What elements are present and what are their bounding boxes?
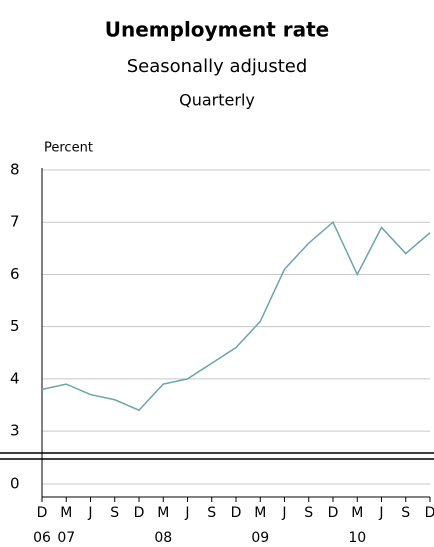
chart-subtitle: Seasonally adjusted	[127, 56, 308, 77]
y-axis-label: Percent	[44, 141, 93, 156]
x-tick-label: S	[401, 505, 410, 521]
x-tick-label: M	[60, 505, 72, 521]
x-tick-label: D	[425, 505, 434, 521]
y-tick-label: 6	[10, 265, 20, 283]
y-tick-label: 4	[10, 369, 20, 387]
x-tick-label: M	[157, 505, 169, 521]
x-tick-label: S	[110, 505, 119, 521]
x-tick-label: M	[351, 505, 363, 521]
x-tick-label: D	[231, 505, 242, 521]
x-tick-label: M	[254, 505, 266, 521]
year-label: 08	[154, 530, 172, 546]
x-tick-label: J	[184, 505, 189, 521]
y-tick-label: 8	[10, 161, 20, 179]
x-tick-label: D	[37, 505, 48, 521]
chart-title: Unemployment rate	[105, 18, 329, 42]
data-line	[41, 221, 431, 412]
y-tick-label: 7	[10, 213, 20, 231]
x-tick-label: D	[134, 505, 145, 521]
chart-frequency: Quarterly	[179, 91, 255, 110]
y-tick-label: 5	[10, 317, 20, 335]
y-tick-label: 0	[10, 475, 20, 493]
x-tick-label: S	[207, 505, 216, 521]
x-tick-label: J	[281, 505, 286, 521]
x-tick-label: S	[304, 505, 313, 521]
x-tick-label: J	[87, 505, 92, 521]
year-label: 10	[348, 530, 366, 546]
year-label: 07	[57, 530, 75, 546]
y-tick-label: 3	[10, 422, 20, 440]
year-label: 09	[251, 530, 269, 546]
year-label: 06	[33, 530, 51, 546]
x-tick-label: J	[378, 505, 383, 521]
x-tick-label: D	[328, 505, 339, 521]
